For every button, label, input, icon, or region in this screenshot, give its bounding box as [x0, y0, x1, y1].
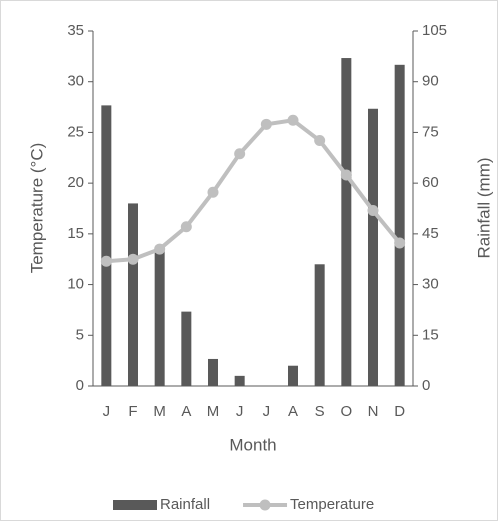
x-tick-label: F [128, 403, 137, 420]
y-tick-label: 25 [67, 123, 84, 140]
legend-label: Rainfall [160, 496, 210, 513]
bar [181, 311, 192, 386]
marker [207, 186, 219, 198]
x-tick-label: D [394, 403, 405, 420]
y2-axis-label: Rainfall (mm) [474, 157, 493, 258]
x-tick-label: J [236, 403, 244, 420]
bar [154, 250, 165, 386]
y-tick-label: 0 [76, 377, 84, 394]
legend-swatch [113, 500, 157, 510]
x-axis-label: Month [229, 435, 276, 454]
y-tick-label: 20 [67, 174, 84, 191]
marker [234, 148, 246, 160]
y-tick-label: 5 [76, 326, 84, 343]
x-tick-label: O [340, 403, 352, 420]
marker [394, 237, 406, 249]
bar [288, 365, 298, 386]
y-tick-label: 35 [67, 22, 84, 39]
x-tick-label: S [315, 403, 325, 420]
bar [208, 358, 218, 386]
marker [100, 255, 112, 267]
legend-label: Temperature [290, 496, 374, 513]
marker [287, 114, 299, 126]
y2-tick-label: 0 [422, 377, 430, 394]
y2-tick-label: 105 [422, 22, 447, 39]
y2-tick-label: 90 [422, 73, 439, 90]
bar [341, 58, 352, 387]
x-tick-label: A [181, 403, 191, 420]
bar [394, 64, 405, 387]
marker [314, 135, 326, 147]
bar [128, 203, 138, 386]
x-tick-label: M [207, 403, 220, 420]
legend-marker [259, 499, 271, 511]
y2-tick-label: 60 [422, 174, 439, 191]
marker [127, 253, 139, 265]
marker [260, 118, 272, 130]
bar [368, 108, 378, 386]
y-tick-label: 15 [67, 225, 84, 242]
bar [234, 375, 245, 386]
marker [180, 221, 192, 233]
y2-tick-label: 45 [422, 225, 439, 242]
bar [314, 264, 325, 386]
marker [340, 169, 352, 181]
y-tick-label: 30 [67, 73, 84, 90]
x-tick-label: J [263, 403, 271, 420]
y-axis-label: Temperature (°C) [27, 143, 46, 274]
y2-tick-label: 75 [422, 123, 439, 140]
bar [101, 105, 112, 386]
x-tick-label: N [368, 403, 379, 420]
x-tick-label: M [153, 403, 166, 420]
x-tick-label: A [288, 403, 298, 420]
x-tick-label: J [103, 403, 111, 420]
marker [154, 243, 166, 255]
y-tick-label: 10 [67, 276, 84, 293]
y2-tick-label: 15 [422, 326, 439, 343]
marker [367, 205, 379, 217]
y2-tick-label: 30 [422, 276, 439, 293]
